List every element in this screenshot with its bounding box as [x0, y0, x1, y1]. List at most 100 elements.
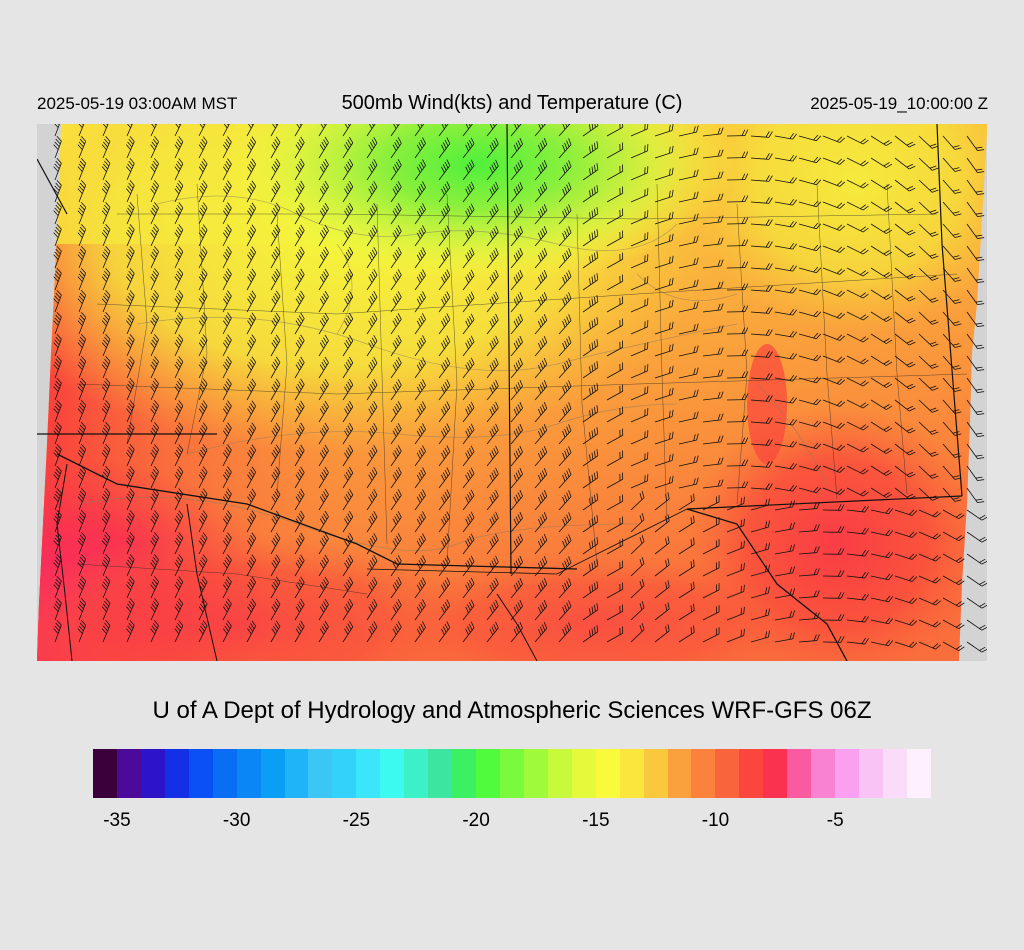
wind-barb [942, 157, 962, 172]
wind-barb [798, 634, 820, 643]
wind-barb [342, 290, 354, 313]
wind-barb [606, 164, 624, 181]
wind-barb [53, 179, 62, 203]
wind-barb [53, 245, 62, 269]
wind-barb [726, 496, 745, 511]
wind-barb [534, 248, 548, 269]
wind-barb [510, 335, 523, 357]
wind-barb [462, 181, 475, 203]
wind-barb [918, 641, 941, 650]
wind-barb [462, 445, 475, 467]
wind-barb [53, 377, 62, 401]
wind-barb [222, 532, 232, 555]
wind-barb [150, 124, 159, 137]
wind-barb [846, 157, 869, 167]
wind-barb [342, 532, 354, 555]
wind-barb [366, 181, 378, 203]
wind-barb [822, 487, 846, 495]
wind-barb [534, 160, 548, 181]
wind-barb [702, 457, 724, 467]
wind-barb [894, 201, 916, 214]
wind-barb [726, 261, 749, 269]
wind-barb [798, 266, 822, 274]
colorbar-swatch [571, 749, 596, 798]
wind-barb [606, 252, 624, 269]
wind-barb [390, 335, 402, 357]
wind-barb [318, 576, 329, 599]
wind-barb [774, 396, 798, 404]
wind-barb [534, 270, 548, 291]
wind-barb [246, 400, 257, 423]
wind-barb [150, 202, 159, 225]
wind-barb [942, 487, 962, 502]
chart-title: 500mb Wind(kts) and Temperature (C) [341, 92, 683, 114]
wind-barb [582, 251, 599, 269]
wind-barb [774, 220, 798, 228]
wind-barb [846, 245, 869, 255]
wind-barb [438, 225, 451, 247]
wind-barb [77, 488, 87, 511]
wind-barb [318, 268, 329, 291]
wind-barb [486, 291, 499, 313]
wind-barb [558, 270, 572, 291]
wind-barb [534, 138, 548, 159]
wind-barb [438, 159, 451, 181]
wind-barb [558, 534, 572, 555]
wind-barb [726, 606, 745, 621]
wind-barb [174, 290, 184, 313]
wind-barb [750, 586, 770, 599]
wind-barb [702, 303, 724, 313]
wind-barb [174, 422, 184, 445]
wind-barb [101, 422, 111, 445]
wind-barb [390, 533, 402, 555]
wind-barb [462, 467, 475, 489]
wind-barb [822, 311, 846, 319]
wind-barb [126, 598, 135, 621]
wind-barb [294, 246, 305, 269]
wind-barb [390, 489, 402, 511]
wind-barb [774, 500, 796, 511]
wind-barb [702, 479, 724, 489]
wind-barb [414, 335, 426, 357]
wind-barb [101, 246, 111, 269]
wind-barb [750, 241, 773, 248]
wind-barb [294, 400, 305, 423]
wind-barb [726, 327, 749, 335]
wind-barb [750, 417, 773, 424]
wind-barb [894, 399, 916, 412]
wind-barb [582, 625, 599, 643]
wind-barb [870, 421, 893, 432]
wind-barb [582, 141, 599, 159]
wind-barb [606, 450, 624, 467]
wind-barb [390, 401, 402, 423]
colorbar-tick-label: -20 [462, 810, 490, 831]
wind-barb [486, 335, 499, 357]
wind-barb [438, 379, 451, 401]
wind-barb [366, 203, 378, 225]
wind-barb [870, 465, 893, 476]
wind-barb [342, 598, 354, 621]
wind-barb [390, 203, 402, 225]
wind-barb [462, 269, 475, 291]
wind-barb [582, 603, 599, 621]
wind-barb [101, 510, 111, 533]
wind-barb [150, 620, 159, 643]
wind-barb [582, 449, 599, 467]
wind-barb [174, 532, 184, 555]
wind-barb [558, 578, 572, 599]
wind-barb [53, 289, 62, 313]
wind-barb [942, 421, 962, 436]
wind-barb [894, 289, 916, 302]
wind-barb [774, 522, 796, 533]
wind-barb [942, 443, 962, 458]
wind-barb [126, 378, 135, 401]
wind-barb [750, 395, 773, 402]
wind-barb [246, 488, 257, 511]
wind-barb [462, 599, 475, 621]
wind-barb [558, 600, 572, 621]
wind-barb [438, 445, 451, 467]
wind-barb [510, 599, 523, 621]
wind-barb [270, 312, 281, 335]
wind-barb [101, 444, 111, 467]
wind-barb [150, 334, 159, 357]
